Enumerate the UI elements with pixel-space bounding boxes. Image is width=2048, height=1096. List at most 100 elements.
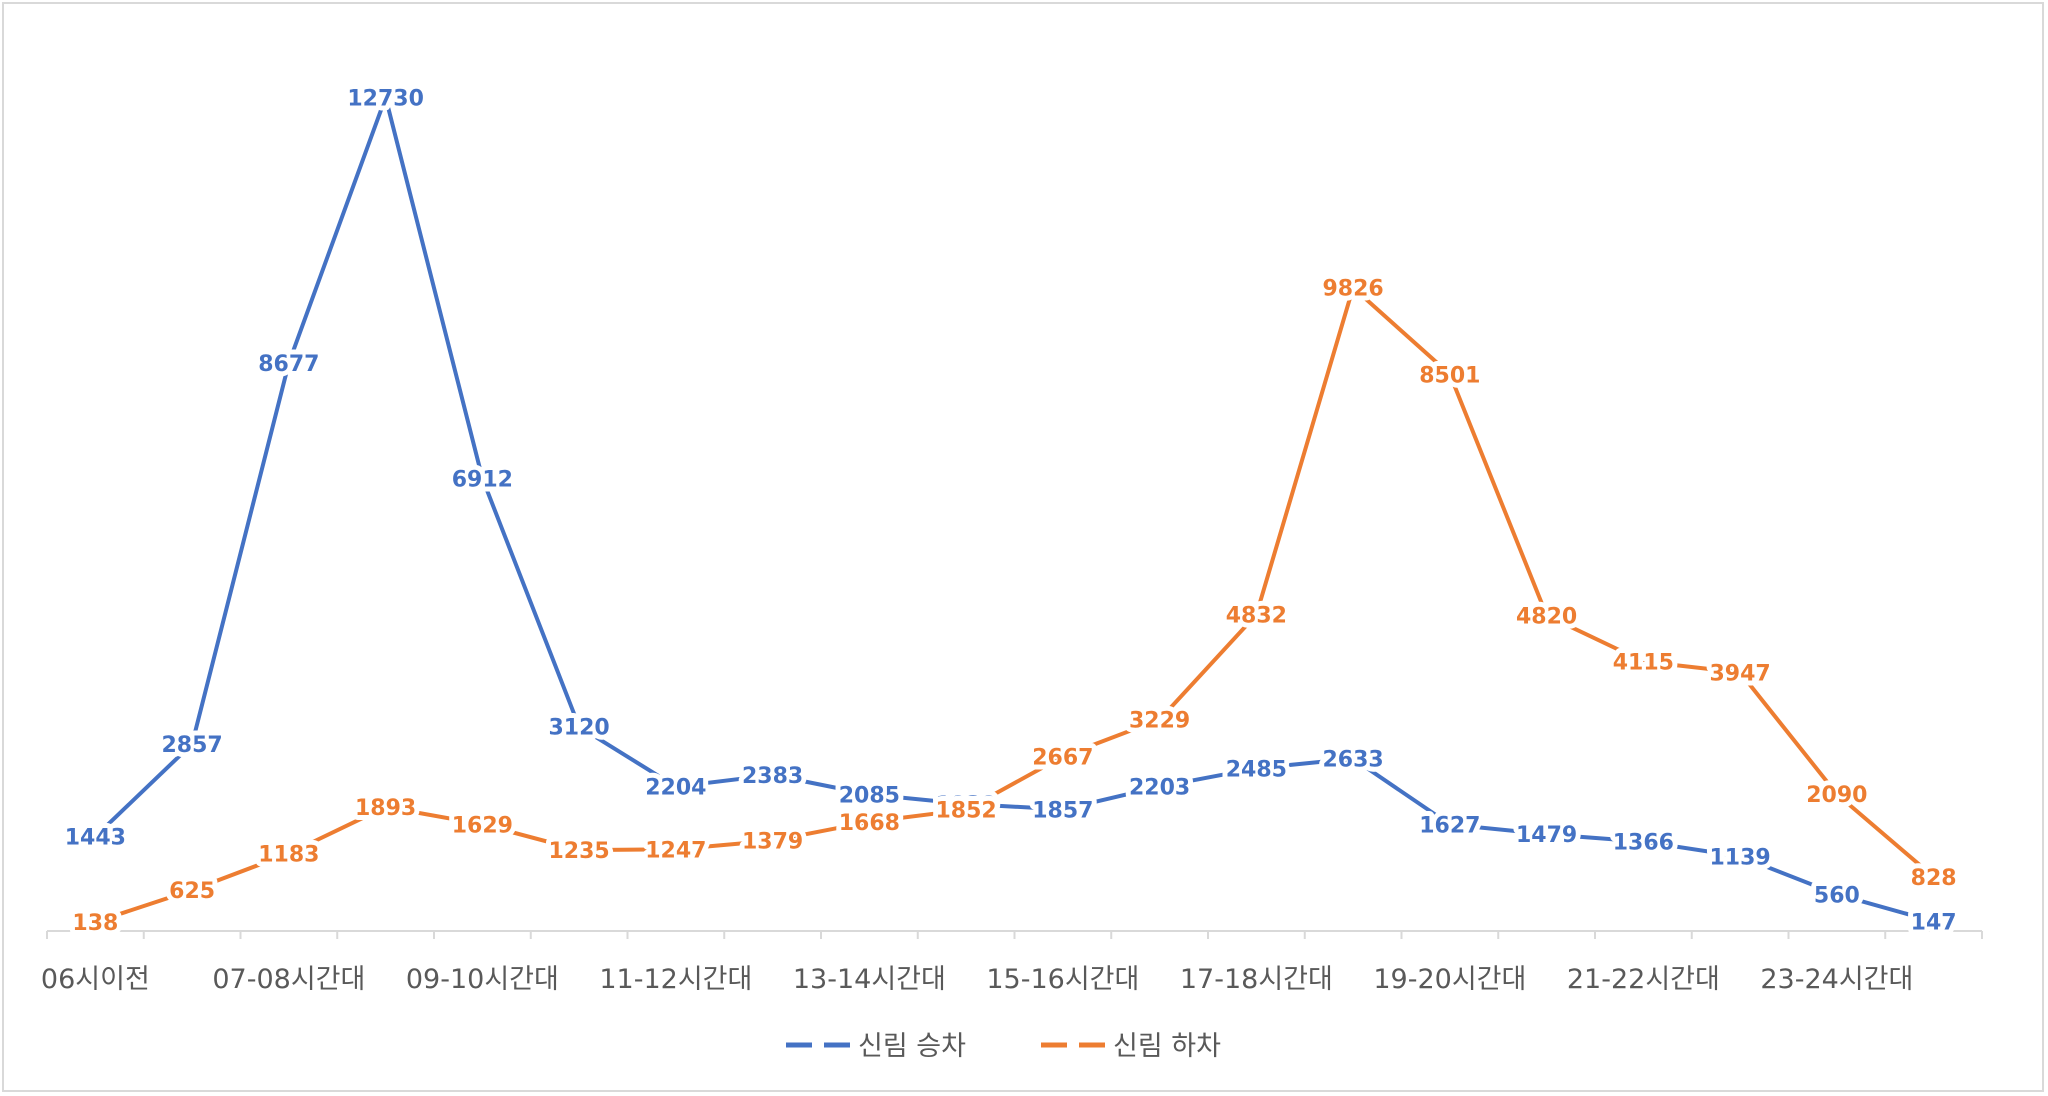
data-label: 147 [1911, 910, 1957, 935]
data-label-halo: 1627 [1419, 813, 1480, 838]
legend-label: 신림 승차 [858, 1031, 966, 1062]
legend-item-1: 신림 승차 [786, 1031, 966, 1062]
data-label-halo: 2857 [162, 733, 223, 758]
data-label-halo: 12730 [347, 86, 424, 111]
data-label-halo: 1893 [355, 796, 416, 821]
data-label-halo: 1857 [1032, 798, 1093, 823]
data-label-halo: 4820 [1516, 604, 1577, 629]
data-label: 2383 [742, 764, 803, 789]
data-label: 3947 [1710, 662, 1771, 687]
data-label-halo: 1852 [936, 799, 997, 824]
data-label: 1852 [936, 799, 997, 824]
x-tick-label: 09-10시간대 [406, 964, 559, 995]
data-label-halo: 1443 [65, 826, 126, 851]
data-label-halo: 1235 [549, 839, 610, 864]
data-label-halo: 1366 [1613, 831, 1674, 856]
data-label: 8677 [258, 352, 319, 377]
data-label: 1668 [839, 811, 900, 836]
data-label: 2633 [1323, 748, 1384, 773]
data-label-halo: 8501 [1419, 363, 1480, 388]
data-label: 2203 [1129, 776, 1190, 801]
series-line-2 [93, 285, 1936, 924]
x-tick-label: 17-18시간대 [1180, 964, 1333, 995]
data-label-halo: 2204 [645, 776, 706, 801]
data-label-halo: 1479 [1516, 823, 1577, 848]
data-label-halo: 1629 [452, 813, 513, 838]
x-axis [46, 930, 1983, 939]
data-label: 560 [1814, 883, 1860, 908]
data-label-halo: 147 [1911, 910, 1957, 935]
data-label: 4820 [1516, 604, 1577, 629]
data-label-halo: 1939 [936, 793, 997, 818]
data-label-halo: 2633 [1323, 748, 1384, 773]
data-label: 1627 [1419, 813, 1480, 838]
series-lines [93, 95, 1936, 924]
data-label: 4832 [1226, 604, 1287, 629]
data-label-halo: 3120 [549, 716, 610, 741]
x-tick-label: 11-12시간대 [599, 964, 752, 995]
series-line-1 [93, 95, 1936, 924]
data-label: 9826 [1323, 277, 1384, 302]
data-label: 3120 [549, 716, 610, 741]
data-label: 138 [72, 911, 118, 936]
data-label: 1893 [355, 796, 416, 821]
data-label-halo: 1668 [839, 811, 900, 836]
data-label-halo: 2090 [1806, 783, 1867, 808]
data-label-halo: 1139 [1710, 845, 1771, 870]
x-tick-label: 13-14시간대 [793, 964, 946, 995]
x-tick-label: 21-22시간대 [1567, 964, 1720, 995]
data-label-halo: 1247 [645, 838, 706, 863]
legend: 신림 승차 신림 하차 [786, 1031, 1221, 1062]
data-label: 8501 [1419, 363, 1480, 388]
x-tick-label: 23-24시간대 [1760, 964, 1913, 995]
data-label-halo: 138 [72, 911, 118, 936]
data-label: 2090 [1806, 783, 1867, 808]
data-labels: 1443144328572857867786771273012730691269… [60, 81, 1962, 941]
data-label: 3229 [1129, 709, 1190, 734]
data-label-halo: 1183 [258, 843, 319, 868]
legend-label: 신림 하차 [1113, 1031, 1221, 1062]
data-label-halo: 2485 [1226, 757, 1287, 782]
data-label-halo: 9826 [1323, 277, 1384, 302]
data-label-halo: 2085 [839, 783, 900, 808]
x-tick-label: 19-20시간대 [1373, 964, 1526, 995]
data-label: 2485 [1226, 757, 1287, 782]
data-label: 1857 [1032, 798, 1093, 823]
data-label: 2857 [162, 733, 223, 758]
data-label-halo: 8677 [258, 352, 319, 377]
data-label-halo: 6912 [452, 467, 513, 492]
data-label-halo: 560 [1814, 883, 1860, 908]
data-label: 1247 [645, 838, 706, 863]
data-label-halo: 2203 [1129, 776, 1190, 801]
data-label: 2204 [645, 776, 706, 801]
data-label-halo: 828 [1911, 866, 1957, 891]
data-label: 2667 [1032, 745, 1093, 770]
x-tick-label: 07-08시간대 [212, 964, 365, 995]
data-label-halo: 625 [169, 879, 215, 904]
legend-item-2: 신림 하차 [1041, 1031, 1221, 1062]
x-tick-labels: 06시이전 07-08시간대 09-10시간대 11-12시간대 13-14시간대 15-… [41, 964, 1913, 995]
data-label: 828 [1911, 866, 1957, 891]
data-label: 12730 [347, 86, 424, 111]
data-label-halo: 2667 [1032, 745, 1093, 770]
data-label: 1479 [1516, 823, 1577, 848]
data-label: 1629 [452, 813, 513, 838]
data-label-halo: 4115 [1613, 651, 1674, 676]
data-label: 2085 [839, 783, 900, 808]
data-label: 4115 [1613, 651, 1674, 676]
data-label: 1443 [65, 826, 126, 851]
data-label-halo: 3229 [1129, 709, 1190, 734]
data-label-halo: 1379 [742, 830, 803, 855]
data-label: 1366 [1613, 831, 1674, 856]
x-tick-label: 06시이전 [41, 964, 150, 995]
data-label: 1939 [936, 793, 997, 818]
data-label-halo: 3947 [1710, 662, 1771, 687]
data-label: 1139 [1710, 845, 1771, 870]
data-label: 1183 [258, 843, 319, 868]
data-label: 1235 [549, 839, 610, 864]
data-label-halo: 2383 [742, 764, 803, 789]
data-label-halo: 4832 [1226, 604, 1287, 629]
data-label: 6912 [452, 467, 513, 492]
